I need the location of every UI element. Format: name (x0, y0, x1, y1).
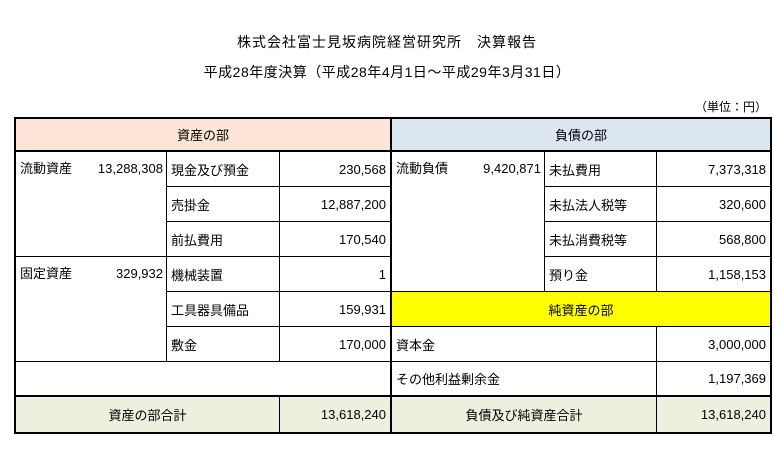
asset-group-fixed: 固定資産 329,932 (16, 257, 167, 362)
liability-group-current-amount: 9,420,871 (483, 161, 541, 176)
liability-item-amount: 568,800 (657, 222, 770, 257)
asset-group-current-amount: 13,288,308 (97, 161, 163, 176)
page-subtitle: 平成28年度決算（平成28年4月1日～平成29年3月31日） (203, 64, 571, 80)
asset-item-amount: 12,887,200 (280, 187, 392, 222)
asset-item-name: 工具器具備品 (167, 292, 280, 327)
asset-group-current-label: 流動資産 (20, 161, 73, 176)
asset-group-fixed-amount: 329,932 (116, 266, 163, 281)
asset-item-amount: 1 (280, 257, 392, 292)
net-asset-item-amount: 1,197,369 (657, 362, 770, 397)
asset-group-fixed-label: 固定資産 (20, 266, 73, 281)
net-asset-item-amount: 3,000,000 (657, 327, 770, 362)
liability-group-current-label: 流動負債 (396, 161, 449, 176)
page-title: 株式会社富士見坂病院経営研究所 決算報告 (237, 34, 537, 50)
asset-item-name: 敷金 (167, 327, 280, 362)
unit-note: （単位：円） (694, 100, 767, 114)
assets-total-amount: 13,618,240 (280, 397, 392, 432)
asset-item-name: 前払費用 (167, 222, 280, 257)
assets-section-header: 資産の部 (16, 119, 392, 152)
liability-group-current: 流動負債 9,420,871 (392, 152, 545, 292)
liabilities-net-total-amount: 13,618,240 (657, 397, 770, 432)
asset-item-amount: 170,540 (280, 222, 392, 257)
assets-empty-cell (16, 362, 392, 397)
balance-sheet-table: 資産の部 負債の部 流動資産 13,288,308 現金及び預金 230,568… (14, 117, 772, 434)
assets-total-label: 資産の部合計 (16, 397, 280, 432)
asset-item-amount: 230,568 (280, 152, 392, 187)
net-asset-item-name: その他利益剰余金 (392, 362, 657, 397)
liability-item-name: 預り金 (545, 257, 657, 292)
liabilities-net-total-label: 負債及び純資産合計 (392, 397, 657, 432)
asset-item-amount: 170,000 (280, 327, 392, 362)
asset-item-name: 機械装置 (167, 257, 280, 292)
asset-item-name: 売掛金 (167, 187, 280, 222)
liability-item-name: 未払法人税等 (545, 187, 657, 222)
liability-item-amount: 7,373,318 (657, 152, 770, 187)
liability-item-name: 未払消費税等 (545, 222, 657, 257)
liabilities-section-header: 負債の部 (392, 119, 770, 152)
asset-group-current: 流動資産 13,288,308 (16, 152, 167, 257)
asset-item-amount: 159,931 (280, 292, 392, 327)
liability-item-amount: 320,600 (657, 187, 770, 222)
net-assets-section-header: 純資産の部 (392, 292, 770, 327)
net-asset-item-name: 資本金 (392, 327, 657, 362)
liability-item-name: 未払費用 (545, 152, 657, 187)
asset-item-name: 現金及び預金 (167, 152, 280, 187)
liability-item-amount: 1,158,153 (657, 257, 770, 292)
